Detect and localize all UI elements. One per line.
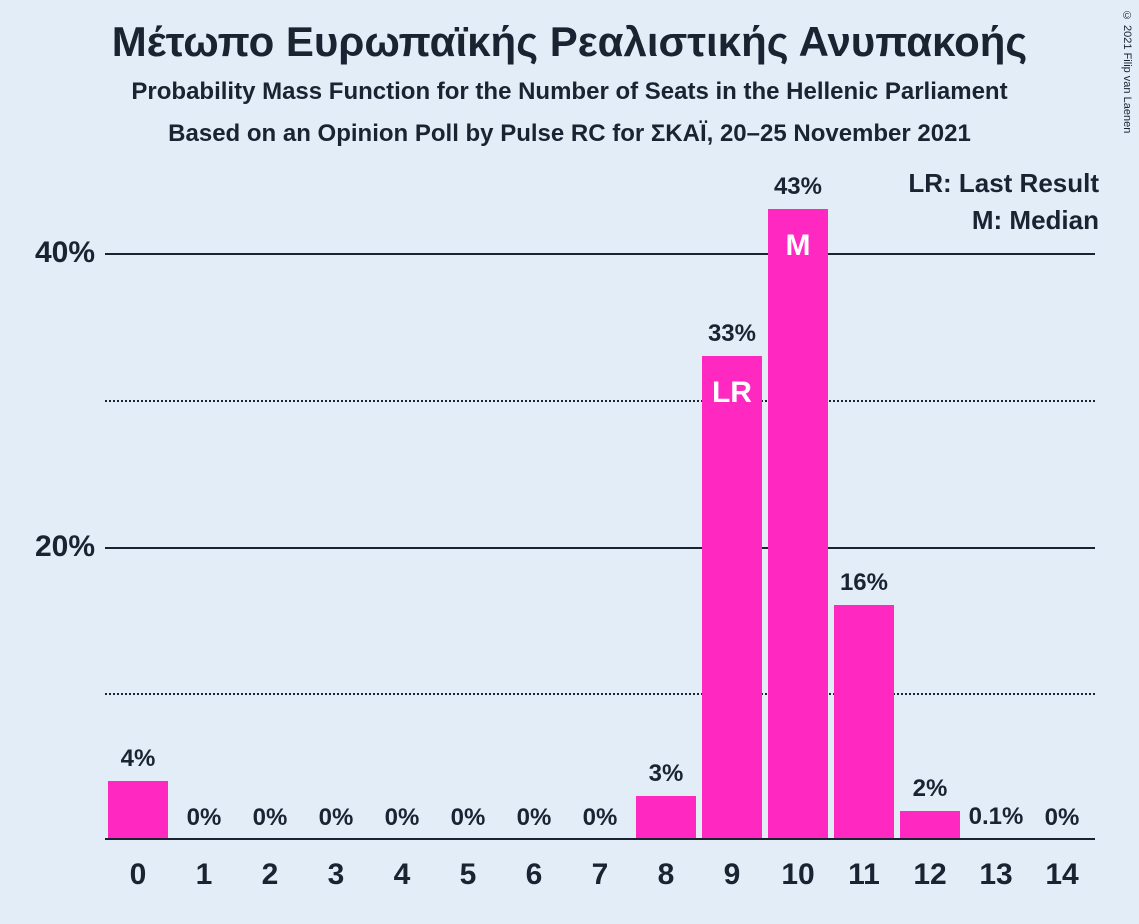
x-tick-label: 1 xyxy=(196,858,213,892)
bar-annotation-m: M xyxy=(785,229,810,263)
bar: 16% xyxy=(834,605,893,840)
x-tick-label: 12 xyxy=(913,858,946,892)
x-tick-label: 3 xyxy=(328,858,345,892)
x-tick-label: 2 xyxy=(262,858,279,892)
bar-value-label: 0% xyxy=(517,804,552,832)
bar: 33%LR xyxy=(702,356,761,840)
bar-value-label: 0% xyxy=(385,804,420,832)
bar-value-label: 43% xyxy=(774,173,822,201)
bar-value-label: 0% xyxy=(1045,804,1080,832)
plot-area: 20%40%4%0%0%0%0%0%0%0%3%33%LR43%M16%2%0.… xyxy=(105,180,1095,840)
bar-value-label: 0% xyxy=(253,804,288,832)
x-tick-label: 8 xyxy=(658,858,675,892)
bar: 4% xyxy=(108,781,167,840)
bar-value-label: 4% xyxy=(121,745,156,773)
bars-group: 4%0%0%0%0%0%0%0%3%33%LR43%M16%2%0.1%0% xyxy=(105,180,1095,840)
x-tick-label: 4 xyxy=(394,858,411,892)
x-tick-label: 13 xyxy=(979,858,1012,892)
bar: 43%M xyxy=(768,209,827,840)
x-tick-label: 14 xyxy=(1045,858,1078,892)
bar-annotation-lr: LR xyxy=(712,376,752,410)
bar: 2% xyxy=(900,811,959,840)
bar-value-label: 0% xyxy=(583,804,618,832)
bar: 3% xyxy=(636,796,695,840)
bar-value-label: 0% xyxy=(187,804,222,832)
bar-value-label: 0% xyxy=(451,804,486,832)
bar-value-label: 3% xyxy=(649,760,684,788)
bar-value-label: 2% xyxy=(913,775,948,803)
bar-value-label: 0.1% xyxy=(969,803,1024,831)
y-tick-label: 40% xyxy=(35,236,95,270)
chart-container: © 2021 Filip van Laenen Μέτωπο Ευρωπαϊκή… xyxy=(0,0,1139,924)
bar-value-label: 33% xyxy=(708,320,756,348)
chart-title: Μέτωπο Ευρωπαϊκής Ρεαλιστικής Ανυπακοής xyxy=(0,18,1139,66)
bar-value-label: 16% xyxy=(840,569,888,597)
y-tick-label: 20% xyxy=(35,530,95,564)
bar-value-label: 0% xyxy=(319,804,354,832)
x-tick-label: 5 xyxy=(460,858,477,892)
chart-subtitle-2: Based on an Opinion Poll by Pulse RC for… xyxy=(0,120,1139,148)
x-tick-label: 6 xyxy=(526,858,543,892)
x-tick-label: 9 xyxy=(724,858,741,892)
x-tick-label: 10 xyxy=(781,858,814,892)
x-tick-label: 0 xyxy=(130,858,147,892)
x-axis-line xyxy=(105,838,1095,840)
x-tick-label: 7 xyxy=(592,858,609,892)
chart-subtitle-1: Probability Mass Function for the Number… xyxy=(0,78,1139,106)
x-tick-label: 11 xyxy=(848,858,880,892)
